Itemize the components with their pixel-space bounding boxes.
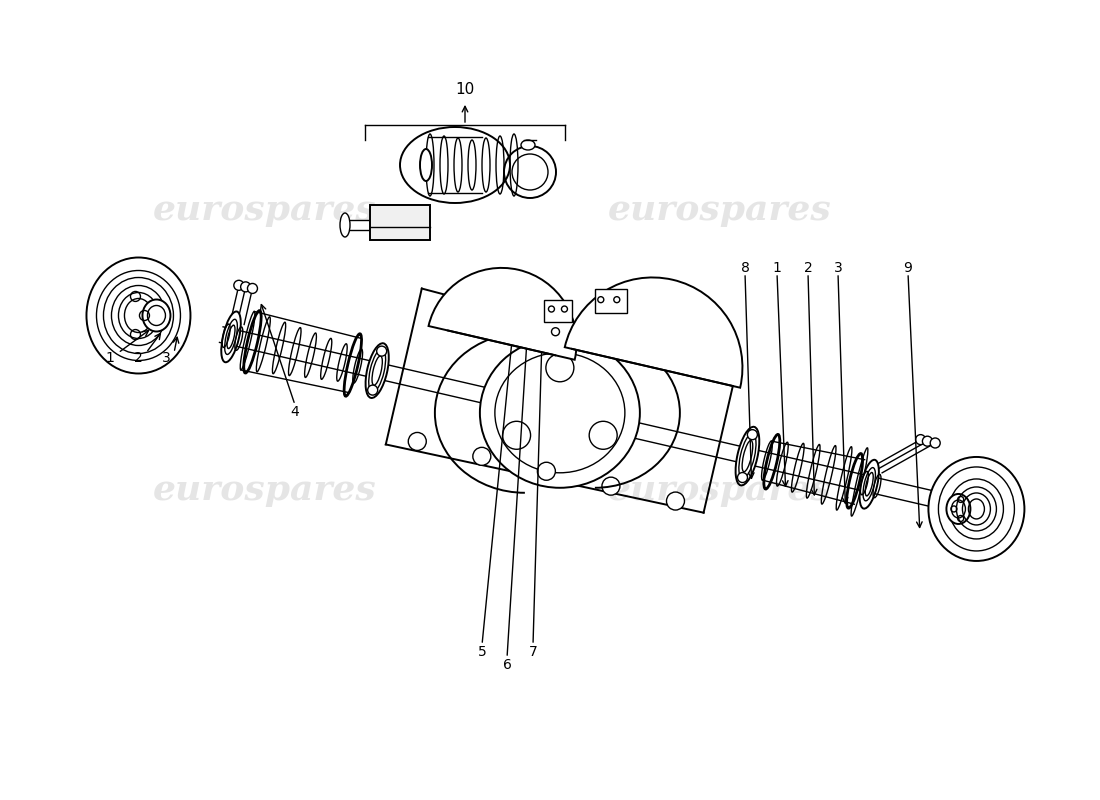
Ellipse shape [551, 328, 560, 336]
Ellipse shape [400, 127, 510, 203]
Text: eurospares: eurospares [153, 193, 377, 227]
Ellipse shape [736, 426, 759, 486]
Ellipse shape [697, 361, 715, 378]
Ellipse shape [538, 462, 556, 480]
Text: 1: 1 [772, 261, 781, 275]
Ellipse shape [221, 311, 241, 362]
Ellipse shape [503, 422, 530, 450]
Text: 10: 10 [455, 82, 474, 98]
Ellipse shape [667, 492, 684, 510]
Ellipse shape [737, 473, 748, 482]
Text: eurospares: eurospares [608, 193, 832, 227]
Ellipse shape [568, 330, 585, 349]
Ellipse shape [439, 301, 456, 319]
Ellipse shape [546, 354, 574, 382]
Ellipse shape [248, 283, 257, 294]
Ellipse shape [143, 299, 170, 331]
Text: 5: 5 [477, 645, 486, 659]
Ellipse shape [946, 494, 970, 524]
Ellipse shape [241, 282, 251, 292]
Ellipse shape [923, 436, 933, 446]
Ellipse shape [931, 438, 940, 448]
Ellipse shape [859, 460, 879, 509]
Ellipse shape [420, 149, 432, 181]
Bar [370, 205, 430, 240]
Ellipse shape [503, 316, 521, 334]
Text: eurospares: eurospares [608, 473, 832, 507]
Ellipse shape [632, 346, 650, 364]
Ellipse shape [521, 140, 535, 150]
Ellipse shape [928, 457, 1024, 561]
Ellipse shape [234, 280, 244, 290]
Wedge shape [429, 268, 576, 360]
Text: 2: 2 [133, 351, 142, 365]
Text: eurospares: eurospares [153, 473, 377, 507]
Text: 3: 3 [834, 261, 843, 275]
Ellipse shape [747, 430, 758, 440]
Ellipse shape [365, 343, 388, 398]
Ellipse shape [473, 447, 491, 466]
Ellipse shape [480, 338, 640, 488]
Bar [544, 300, 572, 322]
Ellipse shape [602, 477, 620, 495]
Ellipse shape [915, 434, 925, 445]
Wedge shape [564, 278, 743, 388]
Text: 9: 9 [903, 261, 912, 275]
Ellipse shape [590, 422, 617, 450]
Text: 1: 1 [106, 351, 114, 365]
Text: 7: 7 [529, 645, 538, 659]
Ellipse shape [376, 346, 387, 356]
Text: 3: 3 [162, 351, 170, 365]
Text: 6: 6 [503, 658, 512, 672]
Ellipse shape [408, 433, 427, 450]
Text: 2: 2 [804, 261, 813, 275]
Ellipse shape [367, 385, 377, 395]
Bar [595, 289, 627, 313]
Text: 4: 4 [290, 405, 299, 419]
Text: 8: 8 [740, 261, 749, 275]
Ellipse shape [87, 258, 190, 374]
Ellipse shape [340, 213, 350, 237]
